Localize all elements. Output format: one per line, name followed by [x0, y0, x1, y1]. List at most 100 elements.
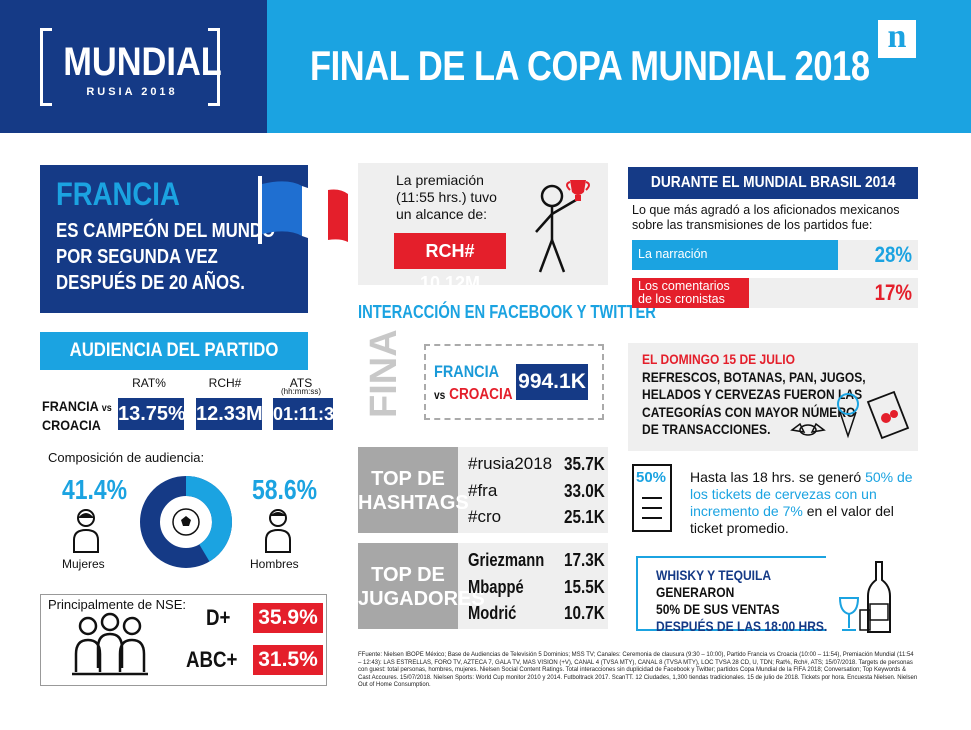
composition-label: Composición de audiencia: — [48, 450, 205, 465]
mundial-logo-text: MUNDIAL — [63, 40, 222, 84]
bottle-glass-icon — [838, 561, 891, 633]
interaccion-vs: vs — [434, 388, 446, 402]
nse-label: Principalmente de NSE: — [48, 597, 187, 612]
player-name: Modrić — [468, 603, 517, 623]
match-teams-label: FRANCIA vs CROACIA — [42, 398, 112, 433]
top-jugadores-label-line2: JUGADORES — [358, 588, 485, 610]
interaccion-title: INTERACCIÓN EN FACEBOOK Y TWITTER — [358, 302, 656, 322]
rch-value-box: 12.33M — [196, 398, 263, 430]
francia-line-1: ES CAMPEÓN DEL MUNDO — [56, 220, 276, 242]
france-flag-icon — [258, 176, 348, 244]
hashtag-value: 35.7K — [564, 454, 605, 474]
premiacion-line-1: La premiación — [396, 172, 484, 188]
tickets-text-part2: en el valor del ticket promedio. — [690, 503, 894, 536]
final-vertical-label: FINAL — [363, 330, 405, 418]
player-name: Griezmann — [468, 550, 545, 570]
header-left-panel — [0, 0, 267, 133]
footnote-sources: FFuente: Nielsen IBOPE México; Base de A… — [358, 652, 918, 689]
hashtag-value: 25.1K — [564, 507, 605, 527]
men-label: Hombres — [250, 557, 299, 571]
player-value: 10.7K — [564, 603, 605, 623]
top-hashtags-label-line1: TOP DE — [371, 468, 445, 490]
people-group-icon — [72, 612, 148, 676]
interaccion-team-croacia: CROACIA — [449, 386, 513, 403]
ats-format-label: (hh:mm:ss) — [281, 387, 321, 396]
nse-abc-plus-label: ABC+ — [186, 647, 238, 672]
comentarios-label-line2: de los cronistas — [638, 292, 725, 306]
nielsen-logo-icon: n — [878, 20, 916, 58]
domingo-date: EL DOMINGO 15 DE JULIO — [642, 351, 795, 367]
whisky-verb: GENERARON — [656, 584, 735, 600]
brasil-2014-title: DURANTE EL MUNDIAL BRASIL 2014 — [650, 174, 896, 191]
top-jugadores-label-line1: TOP DE — [371, 564, 445, 586]
nse-d-plus-value: 35.9% — [253, 603, 323, 633]
tickets-text-part1: Hasta las 18 hrs. se generó — [690, 469, 866, 485]
fb-twitter-interaction-box — [424, 344, 604, 420]
women-label: Mujeres — [62, 557, 105, 571]
comentarios-percent: 17% — [874, 280, 912, 305]
interaccion-value-box: 994.1K — [516, 364, 588, 400]
team-francia: FRANCIA — [42, 398, 99, 414]
rat-value-box: 13.75% — [118, 398, 186, 430]
premiacion-line-2: (11:55 hrs.) tuvo — [396, 189, 497, 205]
tickets-text: Hasta las 18 hrs. se generó 50% de los t… — [690, 469, 922, 537]
comentarios-label-line1: Los comentarios — [638, 279, 730, 293]
nse-panel — [40, 594, 327, 686]
whisky-share: 50% DE SUS VENTAS — [656, 601, 780, 617]
hashtag-name: #cro — [468, 507, 502, 526]
player-value: 15.5K — [564, 577, 605, 597]
narracion-bar-row: La narración 28% — [632, 240, 918, 270]
rat-column-label: RAT% — [132, 376, 166, 390]
francia-line-3: DESPUÉS DE 20 AÑOS. — [56, 272, 245, 294]
whisky-time: DESPUÉS DE LAS 18:00 HRS. — [656, 618, 828, 634]
team-croacia: CROACIA — [42, 417, 101, 433]
francia-line-2: POR SEGUNDA VEZ — [56, 246, 218, 268]
final-vertical-text: FINAL — [363, 330, 405, 418]
header-right-panel — [267, 0, 971, 133]
domingo-text: EL DOMINGO 15 DE JULIO REFRESCOS, BOTANA… — [642, 351, 874, 439]
premiacion-text: La premiación (11:55 hrs.) tuvo un alcan… — [396, 172, 497, 223]
brasil-question: Lo que más agradó a los aficionados mexi… — [632, 203, 900, 232]
tickets-text-highlight: 50% de los tickets de cervezas con un in… — [690, 469, 913, 519]
francia-title: FRANCIA — [56, 176, 180, 212]
premiacion-line-3: un alcance de: — [396, 206, 488, 222]
ticket-icon-percent: 50% — [636, 469, 667, 486]
domingo-body: REFRESCOS, BOTANAS, PAN, JUGOS, HELADOS … — [642, 368, 866, 438]
comentarios-label: Los comentarios de los cronistas — [638, 280, 730, 306]
player-value: 17.3K — [564, 550, 605, 570]
hashtag-name: #rusia2018 — [468, 454, 553, 473]
ats-column-label: ATS — [289, 376, 313, 390]
brasil-2014-header: DURANTE EL MUNDIAL BRASIL 2014 — [628, 167, 918, 199]
audiencia-header-bar — [40, 332, 308, 370]
hashtag-name: #fra — [468, 481, 498, 500]
men-percent: 58.6% — [252, 474, 318, 505]
top-jugadores-label: TOP DE JUGADORES — [358, 543, 485, 629]
whisky-text: WHISKY Y TEQUILA GENERARON 50% DE SUS VE… — [656, 567, 837, 635]
audiencia-title: AUDIENCIA DEL PARTIDO — [69, 340, 279, 361]
logo-right-bracket — [208, 28, 220, 106]
interaccion-team-francia: FRANCIA — [434, 362, 500, 381]
audience-donut-chart — [140, 476, 232, 568]
comentarios-bar-fill — [632, 278, 750, 308]
comentarios-bar-row: Los comentarios de los cronistas 17% — [632, 278, 918, 308]
rusia-2018-text: RUSIA 2018 — [86, 86, 178, 98]
top-hashtags-label-line2: HASHTAGS — [358, 492, 469, 514]
page-title: FINAL DE LA COPA MUNDIAL 2018 — [310, 42, 870, 89]
woman-icon — [73, 509, 99, 553]
donut-women-segment — [140, 476, 232, 568]
top-hashtags-label: TOP DE HASHTAGS — [358, 447, 469, 533]
nse-abc-plus-value: 31.5% — [253, 645, 323, 675]
trophy-figure-icon — [535, 180, 590, 273]
snacks-icon — [790, 390, 910, 440]
narracion-label: La narración — [638, 247, 708, 261]
hashtag-value: 33.0K — [564, 481, 605, 501]
interaccion-vs-croacia: vs CROACIA — [434, 386, 513, 404]
vs-label: vs — [101, 403, 112, 414]
man-icon — [265, 509, 291, 553]
domingo-panel — [628, 343, 918, 451]
premiacion-rch-box: RCH# 10.12M — [394, 233, 506, 293]
narracion-percent: 28% — [874, 242, 912, 267]
women-percent: 41.4% — [62, 474, 128, 505]
player-name: Mbappé — [468, 577, 524, 597]
logo-left-bracket — [40, 28, 52, 106]
